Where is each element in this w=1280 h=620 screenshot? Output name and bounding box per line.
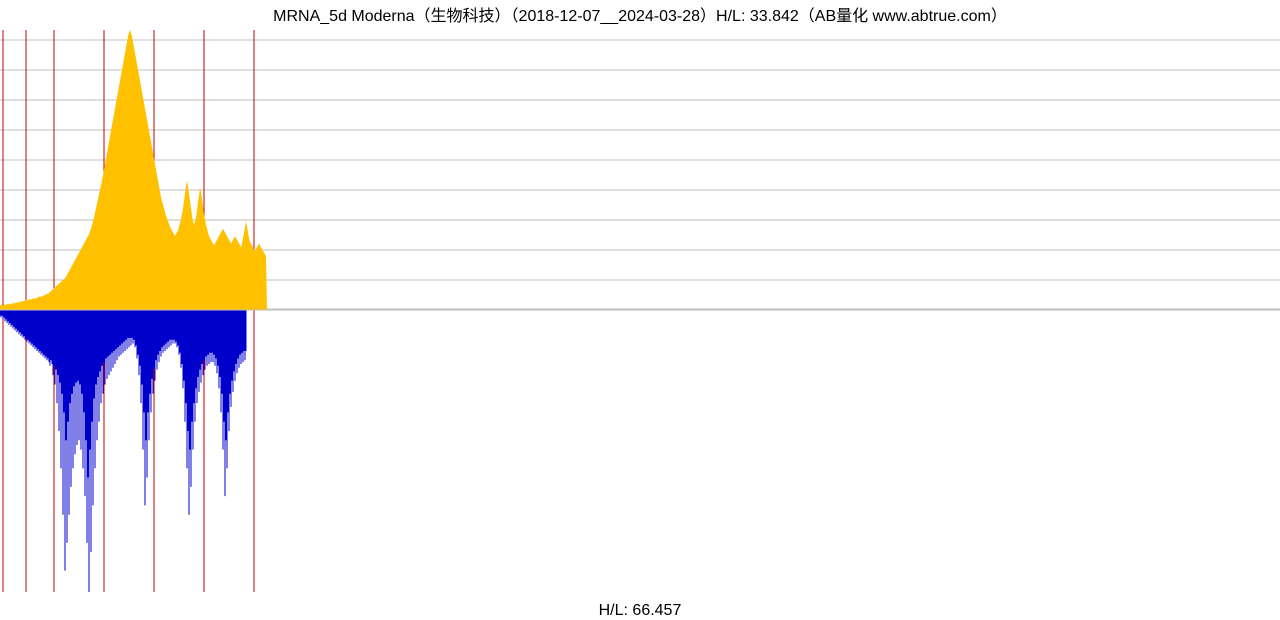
stock-mirror-chart: MRNA_5d Moderna（生物科技）（2018-12-07__2024-0… [0, 0, 1280, 620]
chart-footer: H/L: 66.457 [0, 602, 1280, 620]
chart-title: MRNA_5d Moderna（生物科技）（2018-12-07__2024-0… [0, 2, 1280, 26]
chart-canvas [0, 0, 1280, 620]
